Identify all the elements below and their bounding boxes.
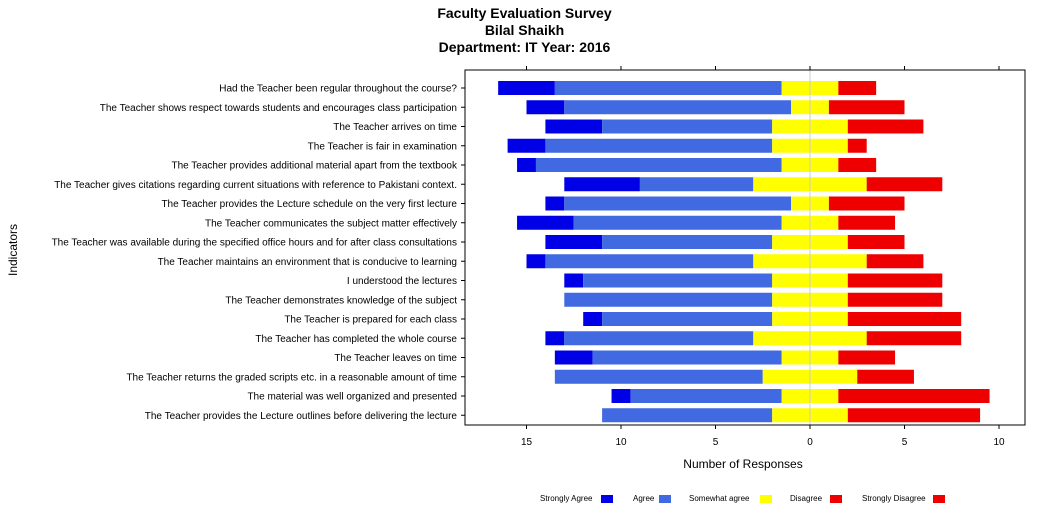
category-label-8: The Teacher was available during the spe… xyxy=(52,238,457,249)
bar-agree-0 xyxy=(554,81,782,95)
bars-group xyxy=(498,81,990,423)
bar-strongly-agree-6 xyxy=(545,196,565,211)
plot-frame xyxy=(461,69,1026,426)
category-label-10: I understood the lectures xyxy=(347,276,457,287)
x-tick-label-4: 5 xyxy=(902,437,908,448)
x-tick-label-2: 5 xyxy=(713,437,719,448)
legend-label-disagree: Disagree xyxy=(790,494,823,503)
bar-agree-12 xyxy=(602,312,773,326)
bar-agree-14 xyxy=(592,350,782,365)
bar-disagree-4 xyxy=(838,158,877,172)
bar-strongly-agree-10 xyxy=(564,273,584,288)
bar-agree-1 xyxy=(564,100,792,115)
bar-strongly-agree-2 xyxy=(545,119,603,134)
category-label-16: The material was well organized and pres… xyxy=(247,392,457,403)
category-label-4: The Teacher provides additional material… xyxy=(171,161,458,172)
x-tick-label-1: 10 xyxy=(615,437,627,448)
category-label-6: The Teacher provides the Lecture schedul… xyxy=(161,199,457,210)
legend-swatch-agree xyxy=(659,495,671,503)
bar-strongly-agree-7 xyxy=(517,215,574,230)
legend-swatch-strongly-agree xyxy=(601,495,613,503)
category-label-3: The Teacher is fair in examination xyxy=(308,141,457,152)
chart-title-line-3: Department: IT Year: 2016 xyxy=(438,39,611,55)
legend-label-somewhat-agree: Somewhat agree xyxy=(689,494,750,503)
legend-label-agree: Agree xyxy=(633,494,655,503)
category-label-15: The Teacher returns the graded scripts e… xyxy=(126,372,457,383)
bar-disagree-8 xyxy=(847,235,905,249)
bar-disagree-7 xyxy=(838,215,896,230)
bar-agree-15 xyxy=(554,369,763,384)
bar-strongly-agree-5 xyxy=(564,177,640,192)
bar-disagree-16 xyxy=(838,389,990,403)
bar-agree-3 xyxy=(545,138,773,153)
bar-agree-9 xyxy=(545,254,754,269)
category-labels: Had the Teacher been regular throughout … xyxy=(52,84,458,422)
legend-swatch-somewhat-agree xyxy=(760,495,772,503)
bar-agree-13 xyxy=(564,331,754,346)
bar-agree-17 xyxy=(602,408,773,423)
bar-disagree-11 xyxy=(847,292,943,307)
bar-disagree-12 xyxy=(847,312,962,326)
bar-agree-10 xyxy=(583,273,773,288)
category-label-1: The Teacher shows respect towards studen… xyxy=(100,103,457,114)
bar-strongly-agree-3 xyxy=(507,138,546,153)
bar-strongly-agree-14 xyxy=(554,350,593,365)
bar-strongly-agree-16 xyxy=(611,389,631,403)
category-label-7: The Teacher communicates the subject mat… xyxy=(205,218,457,229)
category-label-17: The Teacher provides the Lecture outline… xyxy=(145,411,458,422)
bar-strongly-agree-0 xyxy=(498,81,555,95)
bar-strongly-agree-1 xyxy=(526,100,565,115)
legend-swatch-disagree xyxy=(830,495,842,503)
bar-agree-4 xyxy=(535,158,782,172)
bar-disagree-13 xyxy=(866,331,962,346)
legend-swatch-strongly-disagree xyxy=(933,495,945,503)
category-label-0: Had the Teacher been regular throughout … xyxy=(219,84,457,95)
bar-strongly-agree-9 xyxy=(526,254,546,269)
y-axis-label: Indicators xyxy=(6,224,20,276)
bar-agree-11 xyxy=(564,292,773,307)
bar-disagree-5 xyxy=(866,177,943,192)
chart-title-line-1: Faculty Evaluation Survey xyxy=(437,5,612,21)
bar-agree-2 xyxy=(602,119,773,134)
bar-strongly-agree-13 xyxy=(545,331,565,346)
bar-disagree-6 xyxy=(828,196,905,211)
bar-disagree-2 xyxy=(847,119,924,134)
x-tick-label-0: 15 xyxy=(521,437,533,448)
legend-label-strongly-disagree: Strongly Disagree xyxy=(862,494,926,503)
category-label-13: The Teacher has completed the whole cour… xyxy=(255,334,457,345)
bar-agree-8 xyxy=(602,235,773,249)
bar-disagree-17 xyxy=(847,408,981,423)
bar-disagree-15 xyxy=(857,369,914,384)
category-label-2: The Teacher arrives on time xyxy=(333,122,457,133)
bar-agree-16 xyxy=(630,389,782,403)
category-label-12: The Teacher is prepared for each class xyxy=(284,315,457,326)
bar-agree-6 xyxy=(564,196,792,211)
legend-label-strongly-agree: Strongly Agree xyxy=(540,494,593,503)
bar-agree-5 xyxy=(639,177,754,192)
category-label-9: The Teacher maintains an environment tha… xyxy=(158,257,457,268)
bar-strongly-agree-8 xyxy=(545,235,603,249)
bar-disagree-14 xyxy=(838,350,896,365)
bar-strongly-agree-12 xyxy=(583,312,603,326)
bar-disagree-9 xyxy=(866,254,924,269)
bar-disagree-10 xyxy=(847,273,943,288)
chart-title-line-2: Bilal Shaikh xyxy=(484,22,565,38)
x-tick-label-3: 0 xyxy=(807,437,813,448)
bar-strongly-agree-4 xyxy=(517,158,536,172)
bar-agree-7 xyxy=(573,215,782,230)
category-label-11: The Teacher demonstrates knowledge of th… xyxy=(225,295,457,306)
bar-disagree-3 xyxy=(847,138,867,153)
bar-disagree-1 xyxy=(828,100,905,115)
category-label-14: The Teacher leaves on time xyxy=(334,353,457,364)
bar-disagree-0 xyxy=(838,81,877,95)
x-axis-label: Number of Responses xyxy=(683,457,802,471)
category-label-5: The Teacher gives citations regarding cu… xyxy=(54,180,457,191)
x-axis-ticks: 15 10 5 0 5 10 xyxy=(521,66,1005,448)
plot-border xyxy=(464,69,1026,426)
x-tick-label-5: 10 xyxy=(993,437,1005,448)
